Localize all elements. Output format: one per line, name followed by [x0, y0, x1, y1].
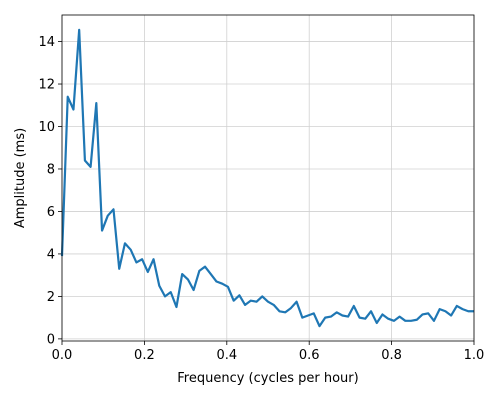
x-tick-label: 0.0	[52, 348, 73, 363]
plot-frame	[61, 14, 475, 342]
y-tick-label: 12	[38, 78, 55, 93]
x-tick-label: 0.2	[134, 348, 155, 363]
data-line	[60, 28, 474, 328]
y-tick-label: 2	[47, 290, 55, 305]
y-tick-label: 10	[38, 120, 55, 135]
y-tick-label: 4	[47, 247, 55, 262]
y-tick-label: 0	[47, 332, 55, 347]
x-tick-label: 0.4	[216, 348, 237, 363]
x-axis-label: Frequency (cycles per hour)	[177, 371, 358, 386]
y-axis-label: Amplitude (ms)	[13, 128, 28, 228]
y-tick-label: 6	[47, 205, 55, 220]
x-tick-label: 0.6	[299, 348, 320, 363]
x-tick-label: 1.0	[464, 348, 485, 363]
y-tick-label: 14	[38, 35, 55, 50]
y-tick-label: 8	[47, 162, 55, 177]
x-tick-label: 0.8	[381, 348, 402, 363]
